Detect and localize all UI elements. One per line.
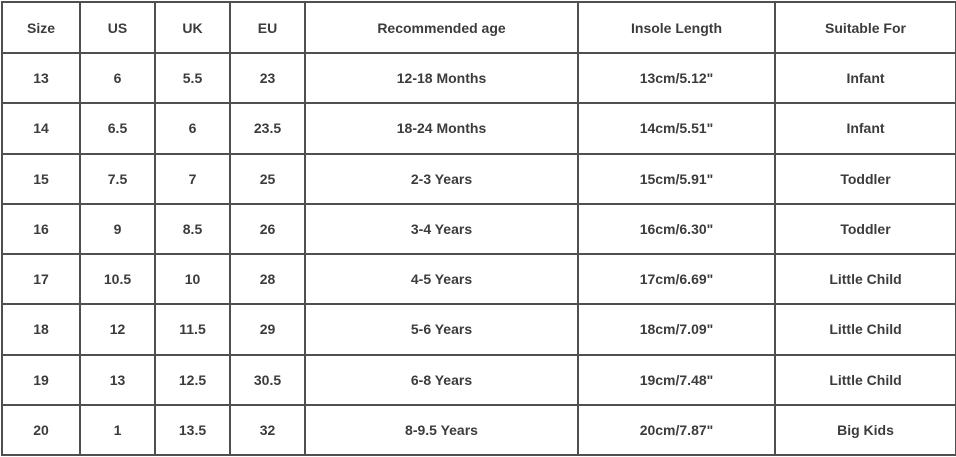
table-cell: 6.5	[79, 102, 156, 155]
table-row: 19 13 12.5 30.5 6-8 Years 19cm/7.48" Little Ch…	[1, 353, 956, 406]
table-cell: 12	[79, 303, 156, 356]
column-header: Size	[1, 1, 81, 54]
table-cell: Little Child	[774, 303, 956, 356]
table-cell: 6	[79, 51, 156, 105]
table-cell: 3-4 Years	[304, 202, 579, 256]
table-cell: Toddler	[774, 202, 956, 256]
table-cell: 26	[229, 202, 306, 256]
column-header: UK	[154, 1, 231, 54]
table-cell: Infant	[774, 51, 956, 105]
table-cell: 30.5	[229, 353, 306, 406]
table-cell: 12-18 Months	[304, 51, 579, 105]
table-cell: 9	[79, 202, 156, 256]
table-cell: 19	[1, 353, 81, 406]
table-cell: 29	[229, 303, 306, 356]
table-cell: 18-24 Months	[304, 102, 579, 155]
table-cell: 13cm/5.12"	[577, 51, 776, 105]
table-body: 13 6 5.5 23 12-18 Months 13cm/5.12" Infant 14 6.…	[1, 51, 956, 457]
table-cell: Toddler	[774, 152, 956, 205]
table-cell: 17	[1, 252, 81, 306]
table-row: 13 6 5.5 23 12-18 Months 13cm/5.12" Infant	[1, 51, 956, 105]
column-header: Suitable For	[774, 1, 956, 54]
table-cell: 20cm/7.87"	[577, 403, 776, 457]
table-cell: 10.5	[79, 252, 156, 306]
column-header: Recommended age	[304, 1, 579, 54]
table-row: 20 1 13.5 32 8-9.5 Years 20cm/7.87" Big Kids	[1, 403, 956, 457]
table-cell: 12.5	[154, 353, 231, 406]
table-cell: 7.5	[79, 152, 156, 205]
column-header: Insole Length	[577, 1, 776, 54]
table-row: 16 9 8.5 26 3-4 Years 16cm/6.30" Toddler	[1, 202, 956, 256]
table-cell: 13	[1, 51, 81, 105]
table-cell: 5.5	[154, 51, 231, 105]
table-cell: 32	[229, 403, 306, 457]
table-cell: 15	[1, 152, 81, 205]
table-cell: 25	[229, 152, 306, 205]
table-cell: 19cm/7.48"	[577, 353, 776, 406]
column-header: EU	[229, 1, 306, 54]
table-cell: 10	[154, 252, 231, 306]
table-row: 14 6.5 6 23.5 18-24 Months 14cm/5.51" Infant	[1, 102, 956, 155]
table-cell: Little Child	[774, 353, 956, 406]
table-cell: 16cm/6.30"	[577, 202, 776, 256]
table-cell: Infant	[774, 102, 956, 155]
table-row: 17 10.5 10 28 4-5 Years 17cm/6.69" Little Chil…	[1, 252, 956, 306]
table-cell: 2-3 Years	[304, 152, 579, 205]
column-header: US	[79, 1, 156, 54]
table-cell: 4-5 Years	[304, 252, 579, 306]
table-row: 15 7.5 7 25 2-3 Years 15cm/5.91" Toddler	[1, 152, 956, 205]
table-cell: 17cm/6.69"	[577, 252, 776, 306]
table-cell: 13.5	[154, 403, 231, 457]
table-cell: Big Kids	[774, 403, 956, 457]
table-header: Size US UK EU Recommended age Insole Length Su…	[1, 1, 956, 54]
table-cell: 28	[229, 252, 306, 306]
table-cell: 5-6 Years	[304, 303, 579, 356]
table-cell: 20	[1, 403, 81, 457]
table-cell: 6-8 Years	[304, 353, 579, 406]
table-cell: 8.5	[154, 202, 231, 256]
table-cell: 14cm/5.51"	[577, 102, 776, 155]
table-row: 18 12 11.5 29 5-6 Years 18cm/7.09" Little Chil…	[1, 303, 956, 356]
table-cell: 6	[154, 102, 231, 155]
table-cell: 8-9.5 Years	[304, 403, 579, 457]
table-cell: 7	[154, 152, 231, 205]
table-cell: 23	[229, 51, 306, 105]
table-cell: 13	[79, 353, 156, 406]
table-cell: 14	[1, 102, 81, 155]
table-cell: 15cm/5.91"	[577, 152, 776, 205]
table-cell: 18cm/7.09"	[577, 303, 776, 356]
table-cell: 16	[1, 202, 81, 256]
header-row: Size US UK EU Recommended age Insole Length Su…	[1, 1, 956, 54]
table-cell: 1	[79, 403, 156, 457]
table-cell: 18	[1, 303, 81, 356]
table-cell: 23.5	[229, 102, 306, 155]
table-cell: Little Child	[774, 252, 956, 306]
table-cell: 11.5	[154, 303, 231, 356]
